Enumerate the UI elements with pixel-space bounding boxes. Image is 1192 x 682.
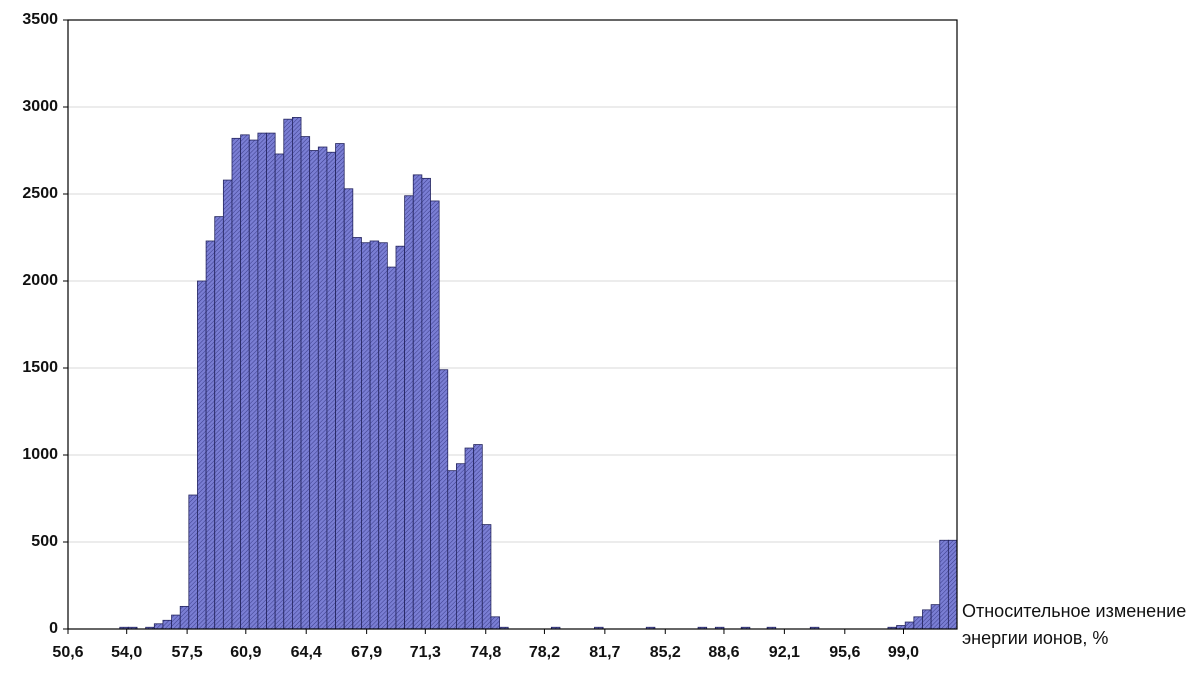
- x-tick-label: 67,9: [351, 644, 382, 661]
- bar: [930, 604, 941, 630]
- y-tick-label: 2000: [22, 272, 58, 289]
- bar: [352, 237, 362, 630]
- x-tick-label: 88,6: [708, 644, 739, 661]
- y-tick-label: 2500: [22, 185, 58, 202]
- y-tick-label: 1000: [22, 446, 58, 463]
- bar: [335, 143, 345, 630]
- bar: [421, 177, 431, 630]
- bar: [179, 605, 190, 630]
- bar: [274, 153, 285, 630]
- bar: [214, 216, 224, 630]
- x-axis-label: Относительное изменение энергии ионов, %: [962, 601, 1187, 648]
- x-tick-label: 81,7: [589, 644, 620, 661]
- bar: [292, 117, 302, 630]
- y-tick-label: 500: [31, 533, 58, 550]
- x-tick-label: 99,0: [888, 644, 919, 661]
- bar: [231, 137, 242, 630]
- bar: [257, 132, 267, 630]
- x-tick-label: 74,8: [470, 644, 501, 661]
- bar: [464, 447, 475, 630]
- plot-frame: [67, 19, 958, 630]
- bar: [162, 619, 172, 630]
- x-tick-label: 78,2: [529, 644, 560, 661]
- bar: [369, 240, 380, 630]
- bar: [309, 150, 319, 630]
- bar: [266, 132, 276, 630]
- bar: [947, 539, 958, 630]
- x-tick-label: 92,1: [769, 644, 800, 661]
- bar: [240, 134, 250, 630]
- bar: [473, 444, 483, 630]
- x-tick-label: 95,6: [829, 644, 860, 661]
- x-tick-label: 85,2: [650, 644, 681, 661]
- y-tick-label: 3500: [22, 11, 58, 28]
- bar: [404, 195, 414, 630]
- bar: [197, 280, 207, 630]
- y-tick-label: 1500: [22, 359, 58, 376]
- x-tick-label: 60,9: [230, 644, 261, 661]
- bar: [455, 463, 466, 630]
- bar: [490, 616, 500, 630]
- bar: [430, 200, 440, 630]
- y-tick-label: 0: [49, 620, 58, 637]
- bar: [395, 245, 406, 630]
- bar: [378, 242, 388, 630]
- bar: [361, 242, 371, 630]
- bar: [317, 146, 328, 630]
- bar: [438, 369, 449, 630]
- bar: [326, 151, 336, 630]
- x-tick-label: 54,0: [111, 644, 142, 661]
- bar: [913, 616, 923, 630]
- bar: [922, 609, 932, 630]
- x-tick-label: 57,5: [172, 644, 203, 661]
- bar: [171, 614, 181, 630]
- bar: [343, 188, 354, 630]
- bar: [222, 179, 233, 630]
- bar: [153, 623, 164, 630]
- bar: [386, 266, 397, 630]
- bar: [300, 136, 311, 630]
- bar: [205, 240, 216, 630]
- bar: [481, 524, 492, 630]
- x-tick-label: 71,3: [410, 644, 441, 661]
- y-tick-label: 3000: [22, 98, 58, 115]
- bar: [447, 470, 457, 630]
- bar: [904, 621, 915, 630]
- bar: [939, 539, 949, 630]
- x-tick-label: 50,6: [52, 644, 83, 661]
- bar: [412, 174, 423, 630]
- bar: [248, 139, 259, 630]
- x-tick-label: 64,4: [291, 644, 322, 661]
- bar: [188, 494, 198, 630]
- bar: [283, 118, 293, 630]
